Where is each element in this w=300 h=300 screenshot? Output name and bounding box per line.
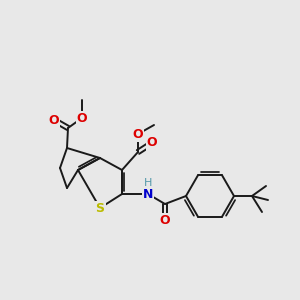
Text: O: O — [49, 113, 59, 127]
Text: H: H — [144, 178, 152, 188]
Text: O: O — [160, 214, 170, 226]
Text: O: O — [77, 112, 87, 124]
Text: S: S — [95, 202, 104, 214]
Text: N: N — [143, 188, 153, 200]
Text: O: O — [133, 128, 143, 140]
Text: O: O — [147, 136, 157, 149]
